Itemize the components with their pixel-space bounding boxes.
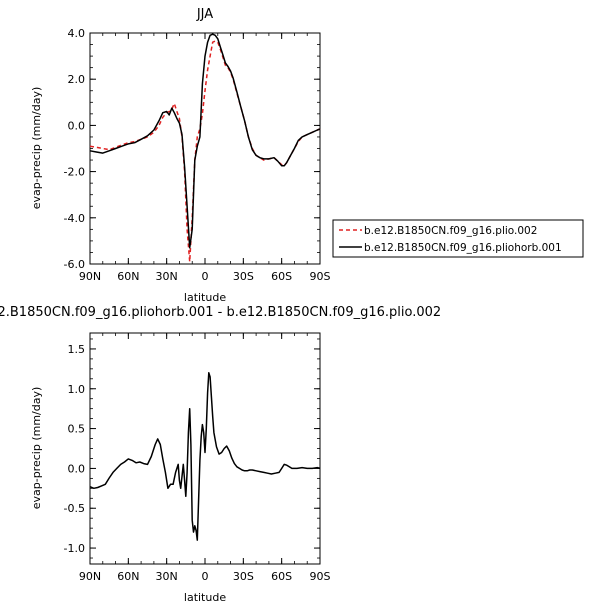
x-tick-label: 30N (156, 570, 178, 583)
legend: b.e12.B1850CN.f09_g16.plio.002 b.e12.B18… (332, 219, 584, 258)
top-series-lines (89, 33, 321, 263)
bottom-x-axis-label: latitude (184, 591, 226, 604)
series-line-b-e12-b1850cn-f09-g16-plio-002 (89, 40, 321, 263)
y-tick-label: 4.0 (68, 27, 86, 40)
x-tick-label: 90S (310, 270, 331, 283)
y-tick-label: 0.5 (68, 423, 86, 436)
top-x-axis-label: latitude (184, 291, 226, 304)
x-tick-label: 90N (79, 270, 101, 283)
y-tick-label: 0.0 (68, 119, 86, 132)
top-y-ticks: -6.0 -4.0 -2.0 0.0 2.0 4.0 (64, 27, 320, 271)
top-y-axis-label: evap-precip (mm/day) (30, 87, 43, 210)
bottom-y-axis-label: evap-precip (mm/day) (30, 387, 43, 510)
x-tick-label: 60N (117, 270, 139, 283)
x-tick-label: 60S (271, 270, 292, 283)
bottom-x-ticks: 90N 60N 30N 0 30S 60S 90S (79, 333, 331, 583)
bottom-series-lines (89, 372, 321, 541)
bottom-y-ticks: -1.0 -0.5 0.0 0.5 1.0 1.5 (64, 338, 320, 559)
x-tick-label: 0 (202, 270, 209, 283)
x-tick-label: 60S (271, 570, 292, 583)
top-x-ticks: 90N 60N 30N 0 30S 60S 90S (79, 33, 331, 283)
legend-label-pliohorb: b.e12.B1850CN.f09_g16.pliohorb.001 (364, 242, 562, 254)
y-tick-label: -1.0 (64, 542, 85, 555)
top-chart-title: JJA (196, 7, 213, 22)
y-tick-label: 1.5 (68, 343, 86, 356)
x-tick-label: 30S (233, 270, 254, 283)
top-panel: JJA -6.0 -4.0 -2.0 0.0 2.0 4.0 90N 60N 30N 0 30S 6… (30, 7, 584, 304)
bottom-chart-title: b.e12.B1850CN.f09_g16.pliohorb.001 - b.e… (0, 305, 441, 320)
x-tick-label: 0 (202, 570, 209, 583)
y-tick-label: -2.0 (64, 166, 85, 179)
legend-label-plio: b.e12.B1850CN.f09_g16.plio.002 (364, 225, 537, 237)
x-tick-label: 60N (117, 570, 139, 583)
bottom-panel: b.e12.B1850CN.f09_g16.pliohorb.001 - b.e… (0, 305, 441, 604)
y-tick-label: 1.0 (68, 383, 86, 396)
y-tick-label: 2.0 (68, 73, 86, 86)
x-tick-label: 90N (79, 570, 101, 583)
series-line-b-e12-b1850cn-f09-g16-pliohorb-001 (89, 33, 321, 249)
x-tick-label: 30N (156, 270, 178, 283)
y-tick-label: -6.0 (64, 258, 85, 271)
top-plot-frame (89, 32, 321, 265)
legend-box (332, 219, 584, 258)
y-tick-label: -4.0 (64, 212, 85, 225)
x-tick-label: 30S (233, 570, 254, 583)
y-tick-label: -0.5 (64, 502, 85, 515)
x-tick-label: 90S (310, 570, 331, 583)
series-line-difference (89, 372, 321, 541)
y-tick-label: 0.0 (68, 462, 86, 475)
